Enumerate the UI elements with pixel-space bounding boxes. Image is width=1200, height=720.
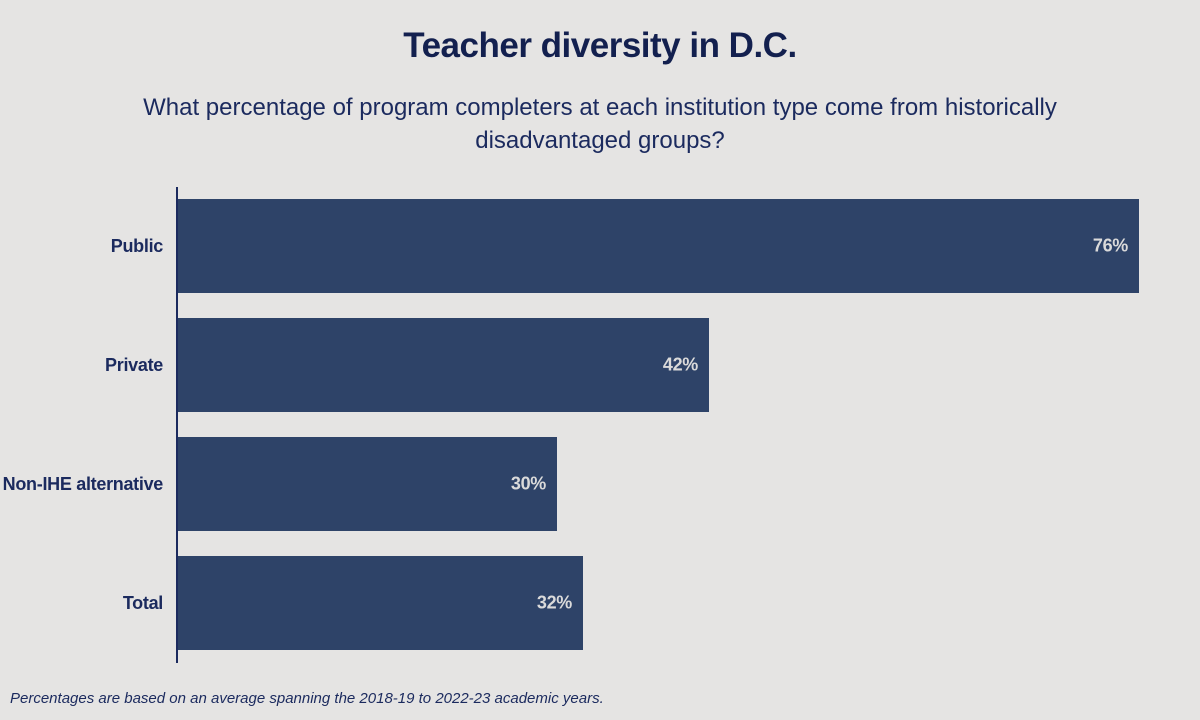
bar: 76% [178,199,1139,293]
bar: 30% [178,437,557,531]
category-label: Total [122,592,163,613]
bar-row: Private 42% [0,318,1200,412]
category-label: Private [105,354,163,375]
bar-row: Non-IHE alternative 30% [0,437,1200,531]
value-label: 42% [662,354,698,375]
bar-row: Total 32% [0,556,1200,650]
value-label: 30% [510,473,546,494]
category-label: Non-IHE alternative [2,473,164,494]
bar-row: Public 76% [0,199,1200,293]
value-label: 32% [536,592,572,613]
bar: 42% [178,318,709,412]
chart-title: Teacher diversity in D.C. [403,26,797,65]
bar-rows: Public 76% Private 42% Non-IHE alternati… [0,199,1200,650]
chart-subtitle: What percentage of program completers at… [143,94,1057,154]
y-axis-line [176,187,178,663]
bar: 32% [178,556,583,650]
value-label: 76% [1092,235,1128,256]
footnote: Percentages are based on an average span… [10,690,604,707]
category-label: Public [110,235,164,256]
